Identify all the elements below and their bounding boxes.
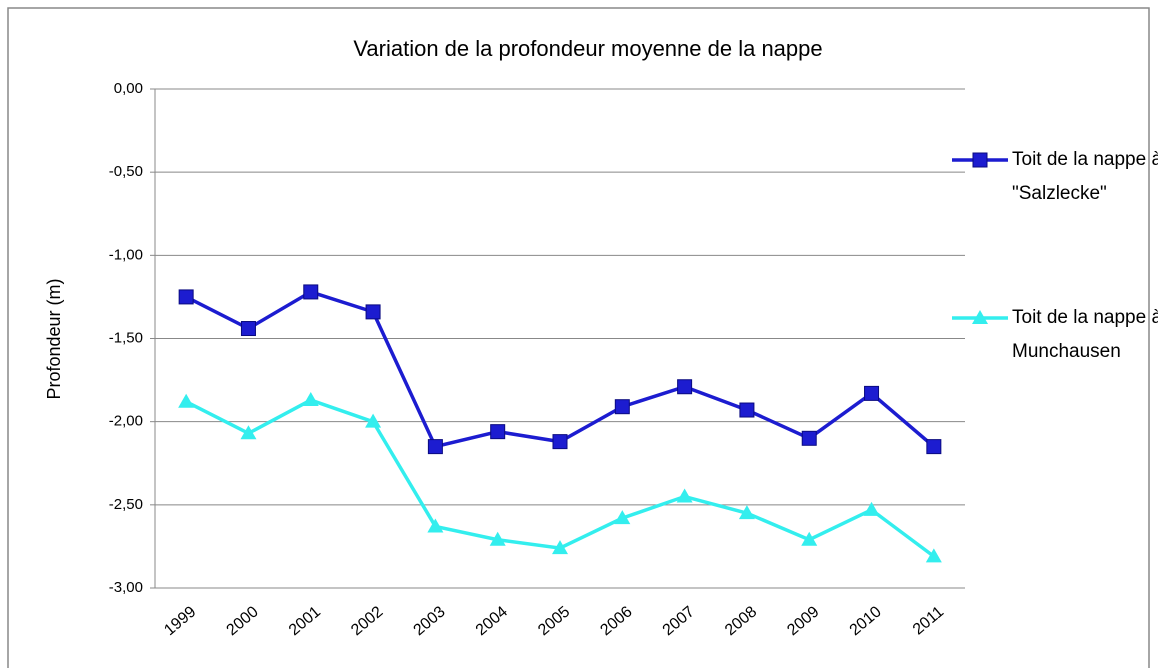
- data-point: [739, 402, 755, 418]
- data-point: [801, 430, 817, 446]
- data-point: [303, 284, 319, 300]
- data-point: [926, 439, 942, 455]
- data-point: [240, 321, 256, 337]
- legend-marker: [972, 310, 988, 324]
- legend-label: Toit de la nappe à "Salzlecke": [1012, 149, 1158, 204]
- data-point: [302, 392, 319, 407]
- data-point: [738, 505, 755, 520]
- data-point: [489, 531, 506, 546]
- data-point: [178, 289, 194, 305]
- chart-title: Variation de la profondeur moyenne de la…: [353, 36, 822, 61]
- data-point: [365, 413, 382, 428]
- y-tick-label: -2,50: [109, 496, 143, 513]
- data-point: [925, 548, 942, 563]
- data-point: [864, 385, 880, 401]
- data-point: [614, 510, 631, 525]
- data-point: [427, 518, 444, 533]
- data-point: [490, 424, 506, 440]
- y-tick-label: -1,50: [109, 329, 143, 346]
- y-tick-label: -3,00: [109, 579, 143, 596]
- data-point: [427, 439, 443, 455]
- y-tick-label: -1,00: [109, 246, 143, 263]
- y-tick-label: 0,00: [114, 80, 143, 97]
- data-point: [676, 488, 693, 503]
- data-point: [240, 425, 257, 440]
- data-point: [552, 540, 568, 555]
- data-point: [863, 501, 880, 516]
- data-point: [677, 379, 693, 395]
- data-point: [801, 531, 818, 546]
- y-tick-label: -2,00: [109, 413, 143, 430]
- y-tick-label: -0,50: [109, 163, 143, 180]
- y-axis-label: Profondeur (m): [44, 278, 64, 399]
- data-point: [552, 434, 568, 450]
- legend-label: Toit de la nappe à Munchausen: [1012, 307, 1158, 362]
- data-point: [365, 304, 381, 320]
- data-point: [614, 399, 630, 415]
- legend-marker: [972, 152, 988, 168]
- data-point: [178, 393, 195, 408]
